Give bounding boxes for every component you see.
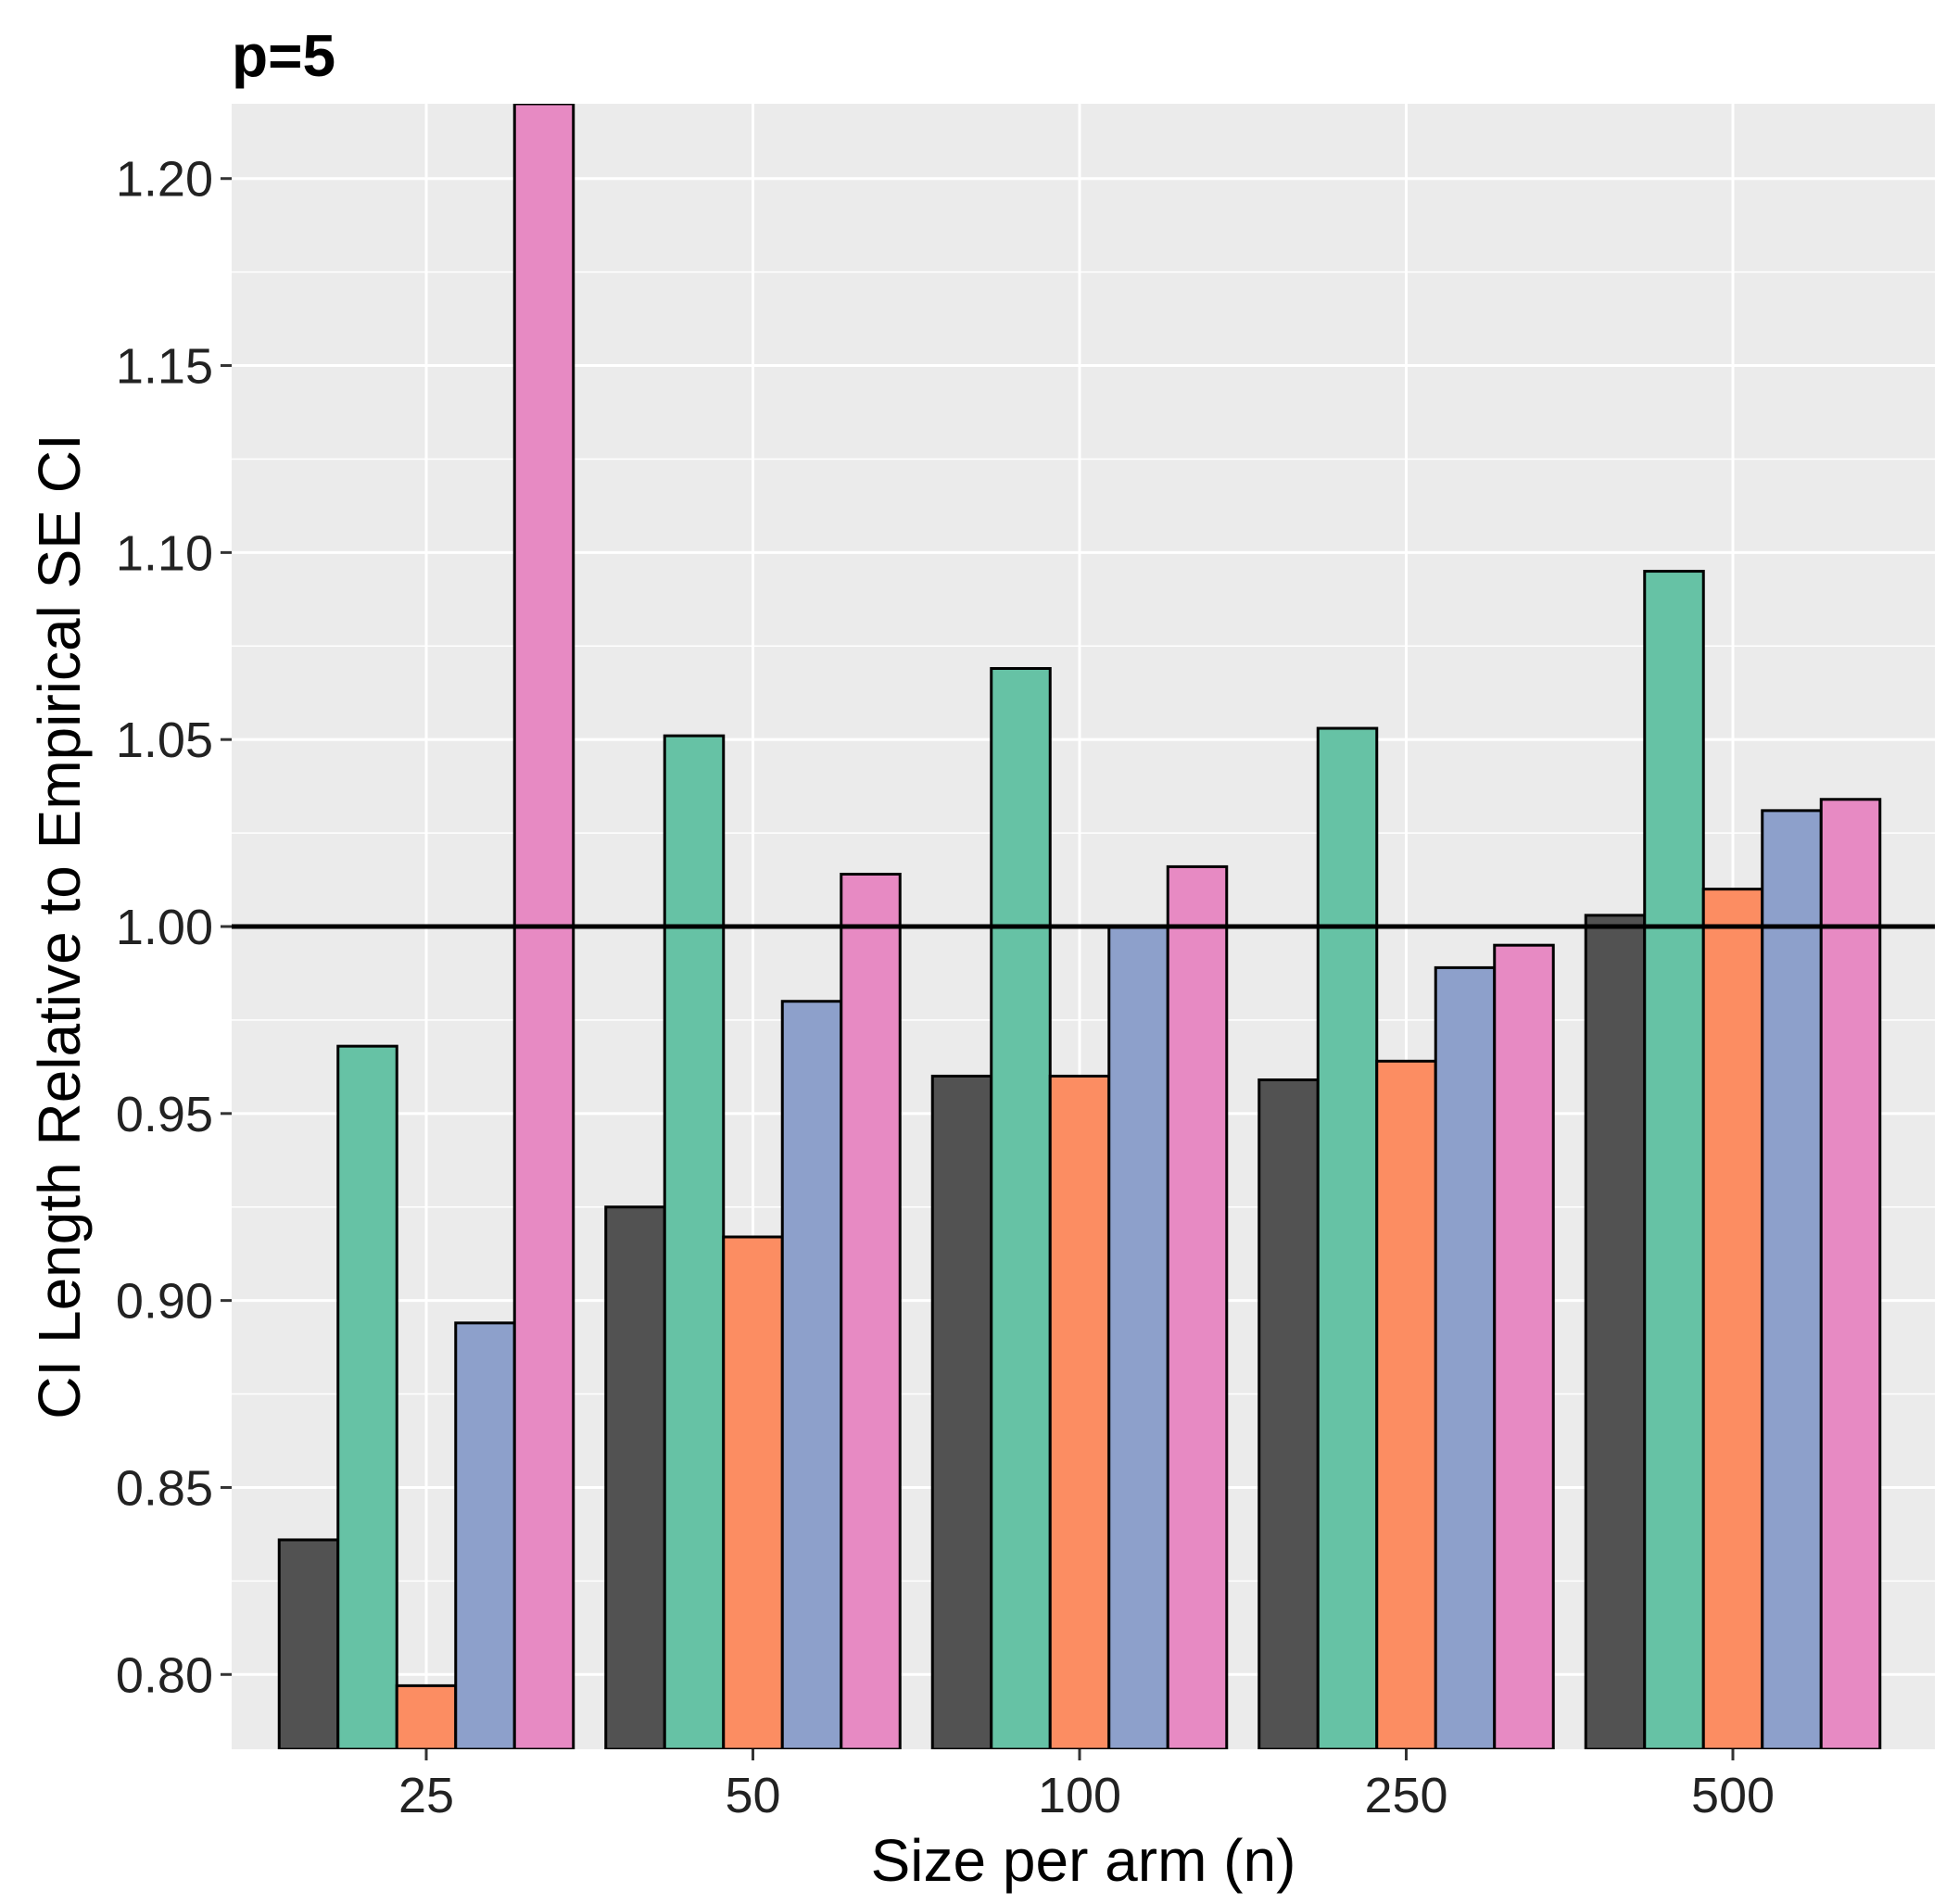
bar-series-1-50 xyxy=(604,1205,666,1749)
x-tick-label: 50 xyxy=(725,1768,780,1823)
y-tick-label: 1.20 xyxy=(116,152,213,208)
bar-series-3-250 xyxy=(1375,1059,1437,1749)
bar-series-3-100 xyxy=(1048,1074,1111,1749)
bar-series-1-250 xyxy=(1257,1078,1320,1749)
bar-series-1-500 xyxy=(1584,914,1647,1749)
x-axis-title: Size per arm (n) xyxy=(871,1827,1296,1894)
bar-series-4-100 xyxy=(1107,925,1169,1749)
bar-series-2-25 xyxy=(336,1044,398,1749)
bar-series-3-50 xyxy=(722,1235,784,1749)
bar-series-2-100 xyxy=(990,666,1052,1749)
bar-series-5-250 xyxy=(1493,943,1555,1749)
bar-series-4-250 xyxy=(1434,965,1497,1749)
y-tick-label: 1.15 xyxy=(116,339,213,395)
bar-series-5-500 xyxy=(1819,798,1882,1749)
bar-series-2-250 xyxy=(1316,726,1379,1749)
x-tick-label: 25 xyxy=(398,1768,454,1823)
y-axis: 0.80 0.85 0.90 0.95 1.00 1.05 1.10 1.15 1.20 xyxy=(116,152,232,1703)
bar-series-3-25 xyxy=(395,1683,458,1749)
bar-series-1-25 xyxy=(277,1538,340,1749)
bar-series-4-25 xyxy=(454,1321,516,1749)
bar-series-2-50 xyxy=(663,734,726,1749)
y-tick-label: 1.00 xyxy=(116,900,213,955)
x-tick-label: 100 xyxy=(1038,1768,1121,1823)
x-tick-label: 250 xyxy=(1364,1768,1447,1823)
y-axis-title: CI Length Relative to Empirical SE CI xyxy=(26,434,93,1419)
bar-series-5-50 xyxy=(840,872,902,1749)
bar-series-2-500 xyxy=(1643,570,1705,1749)
y-tick-label: 0.90 xyxy=(116,1274,213,1330)
bar-series-3-500 xyxy=(1701,888,1764,1749)
bar-series-1-100 xyxy=(930,1074,993,1749)
y-tick-label: 0.95 xyxy=(116,1087,213,1142)
y-tick-label: 0.85 xyxy=(116,1460,213,1516)
bar-series-4-50 xyxy=(780,1000,843,1749)
x-tick-label: 500 xyxy=(1691,1768,1775,1823)
y-tick-label: 1.10 xyxy=(116,525,213,581)
bars xyxy=(277,104,1882,1749)
chart-title: p=5 xyxy=(232,22,335,89)
y-tick-label: 1.05 xyxy=(116,712,213,768)
y-tick-label: 0.80 xyxy=(116,1647,213,1703)
bar-series-4-500 xyxy=(1761,809,1823,1749)
x-axis: 25 50 100 250 500 xyxy=(398,1749,1775,1823)
bar-series-5-100 xyxy=(1166,864,1229,1749)
